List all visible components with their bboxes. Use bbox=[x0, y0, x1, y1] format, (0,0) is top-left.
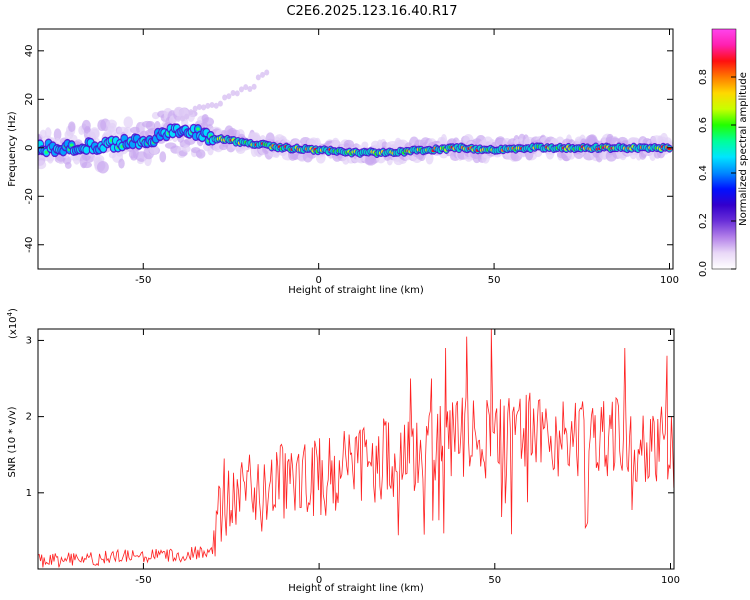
spectrogram-halo-cell bbox=[123, 116, 134, 129]
spectrogram-branch-cell bbox=[192, 105, 198, 112]
spectrogram-halo-cell bbox=[145, 120, 156, 131]
spectrogram-branch-cell bbox=[188, 109, 194, 116]
spectrogram-branch-cell bbox=[234, 90, 240, 97]
snr-multiplier-label: (x104) bbox=[6, 308, 19, 339]
spectrogram-branch-cell bbox=[260, 71, 266, 78]
spectrogram-halo-cell bbox=[440, 133, 448, 147]
snr-frame bbox=[37, 328, 675, 570]
colorbar: 0.0 0.2 0.4 0.6 0.8 Normalized spectral ampl… bbox=[698, 28, 749, 277]
spectrogram-halo-cell bbox=[361, 141, 369, 149]
spectrogram-halo-cell bbox=[118, 158, 125, 169]
spectrogram-halo-cell bbox=[107, 122, 117, 137]
snr-x-ticks: -50 0 50 100 bbox=[135, 329, 680, 586]
snr-plot-area bbox=[38, 329, 674, 569]
spectrogram-halo-cell bbox=[81, 161, 93, 169]
spectrogram-peak-cell bbox=[44, 150, 49, 154]
spectrogram-panel: -50 0 50 100 -40 -20 0 20 40 Height of straight… bbox=[7, 28, 679, 296]
snr-line bbox=[38, 329, 674, 568]
spectrogram-halo-cell bbox=[196, 149, 206, 159]
spectrogram-branch-cell bbox=[251, 83, 257, 90]
snr-panel: -50 0 50 100 1 2 3 Height of straight line (k… bbox=[6, 308, 680, 594]
spectrogram-halo-cell bbox=[44, 127, 52, 139]
spectrogram-branch-cell bbox=[209, 101, 215, 108]
spectrogram-branch-cell bbox=[217, 100, 223, 107]
snr-x-label: Height of straight line (km) bbox=[288, 583, 424, 594]
spectrogram-branch-cell bbox=[255, 74, 261, 81]
y-tick-label: 0 bbox=[24, 145, 35, 151]
spectrogram-branch-cell bbox=[222, 94, 228, 101]
colorbar-tick-label: 0.8 bbox=[698, 69, 709, 85]
spectrogram-halo-cell bbox=[64, 161, 72, 169]
spectrogram-frame bbox=[37, 28, 674, 270]
spectrogram-halo-cell bbox=[53, 128, 62, 141]
spectrogram-branch-cell bbox=[196, 103, 202, 110]
spectrogram-branch-cell bbox=[205, 102, 211, 109]
colorbar-tick-label: 0.6 bbox=[698, 117, 709, 133]
y-tick-label: 20 bbox=[24, 93, 35, 106]
spectrogram-branch-cell bbox=[175, 115, 181, 122]
spectrogram-y-ticks: -40 -20 0 20 40 bbox=[24, 44, 673, 253]
x-tick-label: 0 bbox=[316, 575, 322, 586]
spectrogram-core-cell bbox=[83, 146, 90, 154]
spectrogram-branch-cell bbox=[184, 113, 190, 120]
spectrogram-peak-cell bbox=[196, 127, 200, 131]
y-tick-label: 40 bbox=[24, 44, 35, 57]
spectrogram-halo-cell bbox=[182, 145, 191, 153]
spectrogram-branch-cell bbox=[238, 86, 244, 93]
y-tick-label: -20 bbox=[24, 188, 35, 204]
y-tick-label: 3 bbox=[26, 335, 32, 346]
y-tick-label: -40 bbox=[24, 237, 35, 253]
colorbar-gradient bbox=[712, 29, 736, 269]
spectrogram-x-label: Height of straight line (km) bbox=[288, 285, 424, 296]
x-tick-label: 50 bbox=[488, 275, 501, 286]
x-tick-label: 100 bbox=[661, 575, 680, 586]
spectrogram-halo-cell bbox=[89, 127, 100, 139]
colorbar-tick-label: 0.2 bbox=[698, 213, 709, 229]
x-tick-label: -50 bbox=[135, 575, 151, 586]
x-tick-label: -50 bbox=[135, 275, 151, 286]
spectrogram-halo-cell bbox=[343, 139, 355, 149]
colorbar-tick-label: 0.4 bbox=[698, 165, 709, 181]
y-tick-label: 2 bbox=[26, 412, 32, 423]
chart-title: C2E6.2025.123.16.40.R17 bbox=[286, 4, 457, 19]
spectrogram-halo-cell bbox=[159, 151, 167, 163]
spectrogram-y-label: Frequency (Hz) bbox=[7, 111, 18, 187]
spectrogram-branch-cell bbox=[264, 69, 270, 76]
snr-y-ticks: 1 2 3 bbox=[26, 335, 674, 499]
x-tick-label: 0 bbox=[315, 275, 321, 286]
snr-data bbox=[38, 329, 674, 568]
spectrogram-halo-cell bbox=[306, 138, 316, 146]
spectrogram-halo-cell bbox=[184, 137, 196, 145]
snr-multiplier: (x104) bbox=[6, 308, 19, 339]
colorbar-ticks: 0.0 0.2 0.4 0.6 0.8 bbox=[698, 69, 736, 277]
spectrogram-branch-cell bbox=[247, 86, 253, 93]
colorbar-label: Normalized spectral amplitude bbox=[738, 72, 749, 226]
y-tick-label: 1 bbox=[26, 488, 32, 499]
spectrogram-peak-cell bbox=[69, 143, 74, 147]
spectrogram-halo-cell bbox=[202, 117, 215, 127]
spectrogram-data bbox=[38, 69, 673, 174]
spectrogram-halo-cell bbox=[273, 151, 280, 159]
x-tick-label: 100 bbox=[660, 275, 679, 286]
snr-y-label: SNR (10 * v/v) bbox=[7, 406, 18, 477]
spectrogram-branch-cell bbox=[180, 115, 186, 122]
spectrogram-halo-cell bbox=[96, 161, 109, 174]
spectrogram-halo-cell bbox=[38, 160, 47, 170]
spectrogram-halo-cell bbox=[68, 121, 76, 133]
colorbar-frame bbox=[711, 28, 737, 270]
spectrogram-branch-cell bbox=[213, 102, 219, 109]
spectrogram-branch-cell bbox=[226, 93, 232, 100]
x-tick-label: 50 bbox=[488, 575, 501, 586]
spectrogram-x-ticks: -50 0 50 100 bbox=[135, 29, 679, 286]
spectrogram-branch-cell bbox=[243, 84, 249, 91]
colorbar-tick-label: 0.0 bbox=[698, 261, 709, 277]
spectrogram-branch-cell bbox=[201, 104, 207, 111]
spectrogram-branch-cell bbox=[230, 90, 236, 97]
spectrogram-halo-cell bbox=[425, 151, 434, 165]
